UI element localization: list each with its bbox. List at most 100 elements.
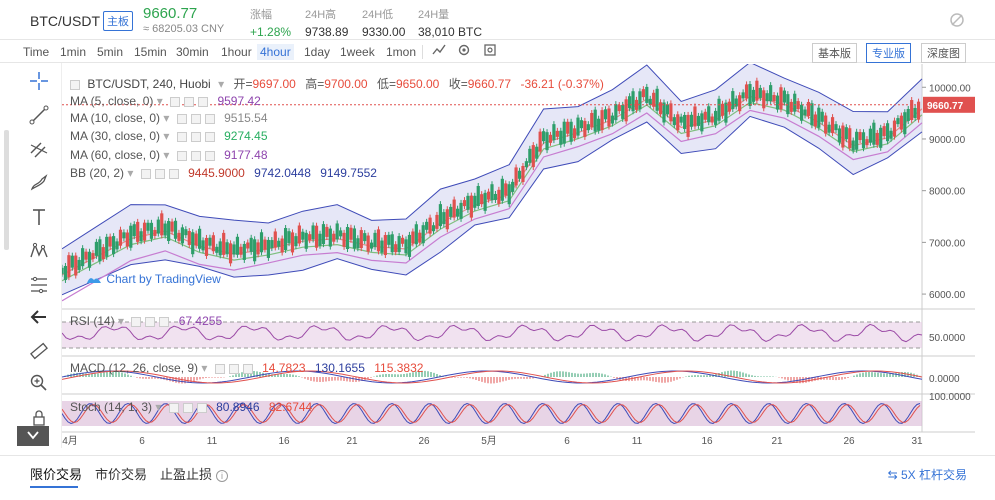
candle-body (218, 241, 222, 256)
dropdown-icon[interactable]: ▾ (118, 314, 125, 328)
back-arrow-icon[interactable] (27, 307, 51, 331)
lock-icon[interactable] (27, 408, 51, 432)
crosshair-icon[interactable] (27, 71, 51, 95)
dropdown-icon[interactable]: ▾ (163, 148, 170, 162)
fullscreen-icon[interactable] (481, 43, 499, 61)
candle-body (328, 228, 332, 247)
tab-stop-order[interactable]: 止盈止损 i (160, 464, 229, 483)
timeframe-1week[interactable]: 1week (340, 45, 375, 59)
candle-body (724, 102, 728, 123)
candle-body (765, 93, 769, 102)
candle-body (383, 235, 387, 256)
candle-body (394, 244, 398, 253)
timeframe-1hour[interactable]: 1hour (221, 45, 252, 59)
remove-icon[interactable] (198, 96, 209, 107)
candle-body (803, 109, 807, 116)
timeframe-5min[interactable]: 5min (97, 45, 124, 59)
candle-body (714, 110, 718, 125)
settings-small-icon[interactable] (182, 402, 193, 413)
settings-small-icon[interactable] (184, 96, 195, 107)
visibility-toggle-icon[interactable] (214, 363, 225, 374)
low-label: 低= (376, 77, 396, 91)
fib-tool-icon[interactable] (27, 139, 51, 163)
visibility-toggle-icon[interactable] (176, 150, 187, 161)
bollinger-lower-line (62, 115, 923, 296)
dropdown-icon[interactable]: ▾ (163, 129, 170, 143)
theme-toggle-icon[interactable] (949, 12, 965, 28)
left-scrollbar[interactable] (4, 130, 9, 250)
x-tick-label: 26 (843, 436, 855, 447)
remove-icon[interactable] (168, 168, 179, 179)
candle-body (813, 114, 817, 127)
remove-icon[interactable] (196, 402, 207, 413)
text-tool-icon[interactable] (27, 207, 51, 231)
ma-value: 9515.54 (224, 111, 268, 125)
timeframe-1min[interactable]: 1min (60, 45, 87, 59)
leverage-link[interactable]: ⇆ 5X 杠杆交易 (887, 468, 967, 482)
symbol-dropdown-icon[interactable]: ▾ (218, 77, 225, 91)
zoom-in-icon[interactable] (27, 373, 51, 397)
stat-label: 24H高 (305, 9, 337, 21)
timeframe-15min[interactable]: 15min (134, 45, 167, 59)
settings-small-icon[interactable] (154, 168, 165, 179)
indicator-icon[interactable] (430, 43, 448, 61)
view-depth-button[interactable]: 深度图 (921, 43, 966, 63)
view-basic-button[interactable]: 基本版 (812, 43, 857, 63)
remove-icon[interactable] (204, 150, 215, 161)
candle-body (105, 236, 109, 257)
settings-small-icon[interactable] (190, 150, 201, 161)
candle-body (658, 102, 663, 115)
candle-body (122, 232, 126, 239)
price-chart[interactable]: 6000.00 7000.00 8000.00 9000.00 10000.00 9660… (62, 64, 975, 449)
visibility-toggle-icon[interactable] (170, 96, 181, 107)
timeframe-1day[interactable]: 1day (304, 45, 331, 59)
dropdown-icon[interactable]: ▾ (156, 94, 163, 108)
candle-body (652, 92, 656, 107)
candle-body (734, 98, 738, 107)
visibility-toggle-icon[interactable] (140, 168, 151, 179)
timeframe-4hour[interactable]: 4hour (257, 44, 294, 60)
high-label: 高= (305, 77, 325, 91)
settings-small-icon[interactable] (190, 131, 201, 142)
candle-body (590, 112, 594, 127)
info-icon[interactable]: i (216, 469, 229, 482)
visibility-toggle-icon[interactable] (131, 316, 142, 327)
measure-tool-icon[interactable] (27, 275, 51, 299)
candle-body (872, 122, 876, 145)
view-pro-button[interactable]: 专业版 (866, 43, 911, 63)
remove-icon[interactable] (204, 113, 215, 124)
trend-line-icon[interactable] (27, 105, 51, 129)
timeframe-1mon[interactable]: 1mon (386, 45, 417, 59)
candle-body (184, 229, 188, 236)
tab-market-order[interactable]: 市价交易 (95, 467, 148, 482)
dropdown-icon[interactable]: ▾ (201, 361, 208, 375)
timeframe-30min[interactable]: 30min (176, 45, 209, 59)
pattern-tool-icon[interactable] (27, 241, 51, 265)
candle-body (896, 118, 900, 125)
dropdown-icon[interactable]: ▾ (163, 111, 170, 125)
settings-icon[interactable] (455, 43, 473, 61)
collapse-toolbar-button[interactable] (17, 426, 49, 446)
timeframe-time[interactable]: Time (23, 45, 50, 59)
dropdown-icon[interactable]: ▾ (127, 166, 134, 180)
brush-icon[interactable] (27, 173, 51, 197)
pair-name[interactable]: BTC/USDT (30, 13, 100, 29)
tradingview-logo[interactable]: Chart by TradingView (85, 272, 221, 286)
dropdown-icon[interactable]: ▾ (155, 400, 162, 414)
visibility-toggle-icon[interactable] (176, 131, 187, 142)
remove-icon[interactable] (159, 316, 170, 327)
visibility-toggle-icon[interactable] (176, 113, 187, 124)
settings-small-icon[interactable] (228, 363, 239, 374)
tab-limit-order[interactable]: 限价交易 (30, 467, 83, 482)
remove-icon[interactable] (204, 131, 215, 142)
settings-small-icon[interactable] (145, 316, 156, 327)
candle-body (531, 145, 535, 168)
collapse-legend-icon[interactable] (70, 79, 80, 90)
candle-body (645, 86, 649, 103)
candle-body (431, 225, 436, 232)
ruler-icon[interactable] (27, 341, 51, 365)
visibility-toggle-icon[interactable] (168, 402, 179, 413)
candle-body (290, 232, 295, 253)
settings-small-icon[interactable] (190, 113, 201, 124)
remove-icon[interactable] (242, 363, 253, 374)
